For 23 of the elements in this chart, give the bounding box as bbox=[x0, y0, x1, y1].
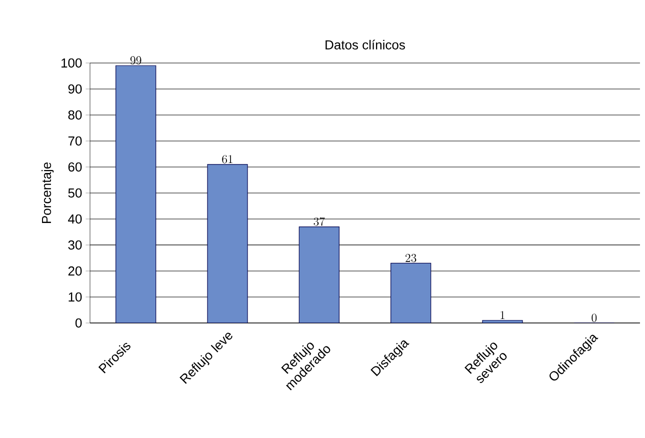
y-tick-label: 100 bbox=[62, 58, 82, 68]
y-tick-label: 40 bbox=[68, 214, 82, 224]
y-tick-label: 10 bbox=[68, 292, 82, 302]
bar bbox=[207, 164, 248, 323]
y-tick-label: 90 bbox=[68, 84, 82, 94]
data-label: 0 bbox=[592, 314, 597, 322]
y-tick-label: 30 bbox=[68, 240, 82, 250]
data-label: 61 bbox=[222, 155, 232, 164]
bar bbox=[390, 262, 432, 323]
y-axis-title: Porcentaje bbox=[42, 162, 54, 223]
data-label: 1 bbox=[500, 311, 504, 320]
y-tick-label: 80 bbox=[68, 110, 82, 120]
y-tick-label: 0 bbox=[75, 318, 82, 328]
data-label: 37 bbox=[314, 217, 325, 226]
y-tick-label: 70 bbox=[68, 136, 82, 146]
y-tick-label: 60 bbox=[68, 162, 82, 172]
bar bbox=[298, 226, 340, 323]
data-label: 23 bbox=[406, 254, 416, 262]
bar bbox=[116, 65, 156, 323]
y-tick-label: 20 bbox=[68, 266, 82, 276]
data-label: 99 bbox=[130, 56, 142, 65]
y-tick-label: 50 bbox=[68, 188, 82, 198]
chart-title: Datos clínicos bbox=[326, 40, 405, 50]
